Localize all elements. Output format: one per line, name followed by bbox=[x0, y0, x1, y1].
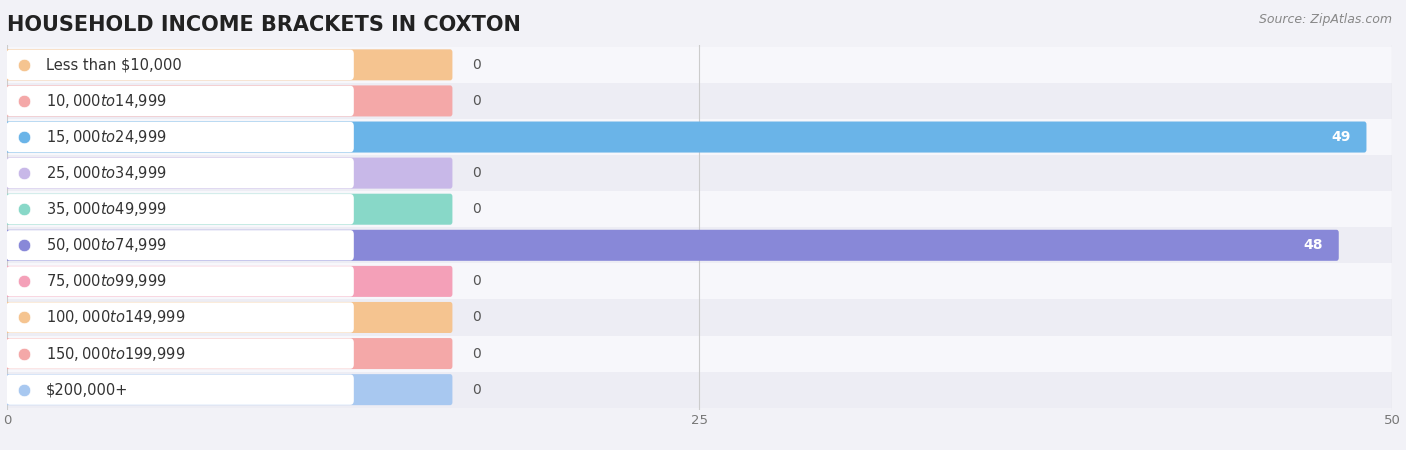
FancyBboxPatch shape bbox=[7, 47, 1392, 83]
Text: 0: 0 bbox=[472, 274, 481, 288]
FancyBboxPatch shape bbox=[4, 338, 453, 369]
FancyBboxPatch shape bbox=[7, 302, 354, 333]
Text: 0: 0 bbox=[472, 166, 481, 180]
FancyBboxPatch shape bbox=[4, 302, 453, 333]
FancyBboxPatch shape bbox=[7, 122, 354, 152]
FancyBboxPatch shape bbox=[7, 338, 354, 369]
FancyBboxPatch shape bbox=[7, 336, 1392, 372]
FancyBboxPatch shape bbox=[4, 374, 453, 405]
FancyBboxPatch shape bbox=[7, 299, 1392, 336]
FancyBboxPatch shape bbox=[7, 191, 1392, 227]
FancyBboxPatch shape bbox=[7, 230, 354, 261]
Text: 49: 49 bbox=[1331, 130, 1350, 144]
Text: Less than $10,000: Less than $10,000 bbox=[46, 57, 181, 72]
FancyBboxPatch shape bbox=[7, 372, 1392, 408]
FancyBboxPatch shape bbox=[4, 194, 453, 225]
Text: $150,000 to $199,999: $150,000 to $199,999 bbox=[46, 345, 186, 363]
Text: 0: 0 bbox=[472, 202, 481, 216]
Text: $15,000 to $24,999: $15,000 to $24,999 bbox=[46, 128, 167, 146]
Text: $25,000 to $34,999: $25,000 to $34,999 bbox=[46, 164, 167, 182]
FancyBboxPatch shape bbox=[7, 194, 354, 225]
FancyBboxPatch shape bbox=[4, 50, 453, 81]
FancyBboxPatch shape bbox=[7, 50, 354, 80]
FancyBboxPatch shape bbox=[7, 86, 354, 116]
Text: 0: 0 bbox=[472, 382, 481, 396]
Text: $50,000 to $74,999: $50,000 to $74,999 bbox=[46, 236, 167, 254]
Text: Source: ZipAtlas.com: Source: ZipAtlas.com bbox=[1258, 14, 1392, 27]
FancyBboxPatch shape bbox=[4, 86, 453, 117]
FancyBboxPatch shape bbox=[7, 266, 354, 297]
FancyBboxPatch shape bbox=[7, 119, 1392, 155]
FancyBboxPatch shape bbox=[7, 158, 354, 188]
FancyBboxPatch shape bbox=[7, 263, 1392, 299]
FancyBboxPatch shape bbox=[7, 83, 1392, 119]
Text: 0: 0 bbox=[472, 94, 481, 108]
Text: $200,000+: $200,000+ bbox=[46, 382, 128, 397]
Text: $10,000 to $14,999: $10,000 to $14,999 bbox=[46, 92, 167, 110]
FancyBboxPatch shape bbox=[7, 227, 1392, 263]
Text: 0: 0 bbox=[472, 310, 481, 324]
Text: HOUSEHOLD INCOME BRACKETS IN COXTON: HOUSEHOLD INCOME BRACKETS IN COXTON bbox=[7, 15, 520, 35]
FancyBboxPatch shape bbox=[7, 374, 354, 405]
FancyBboxPatch shape bbox=[4, 122, 1367, 153]
Text: $100,000 to $149,999: $100,000 to $149,999 bbox=[46, 308, 186, 326]
Text: $75,000 to $99,999: $75,000 to $99,999 bbox=[46, 272, 167, 290]
Text: 48: 48 bbox=[1303, 238, 1323, 252]
FancyBboxPatch shape bbox=[4, 158, 453, 189]
FancyBboxPatch shape bbox=[4, 266, 453, 297]
FancyBboxPatch shape bbox=[7, 155, 1392, 191]
Text: 0: 0 bbox=[472, 346, 481, 360]
Text: 0: 0 bbox=[472, 58, 481, 72]
Text: $35,000 to $49,999: $35,000 to $49,999 bbox=[46, 200, 167, 218]
FancyBboxPatch shape bbox=[4, 230, 1339, 261]
